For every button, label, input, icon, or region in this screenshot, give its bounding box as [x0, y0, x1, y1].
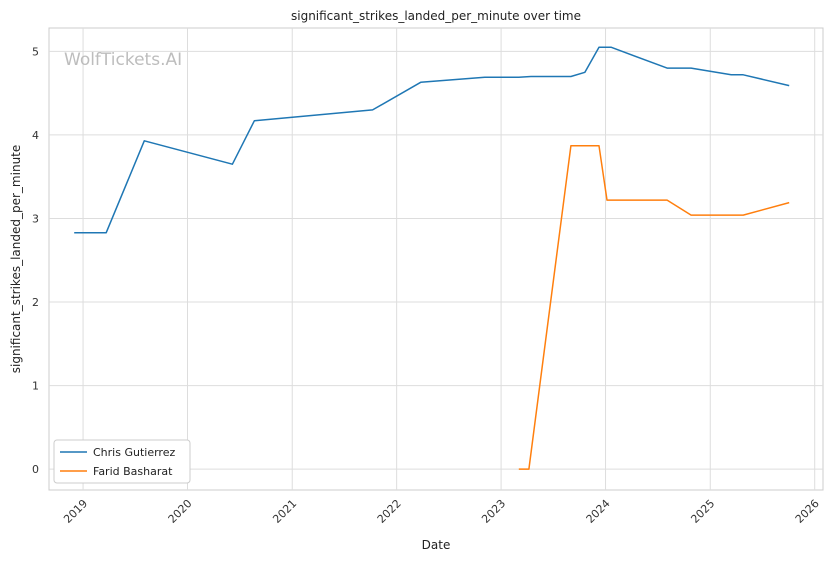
- x-tick-label: 2025: [688, 497, 717, 526]
- x-gridlines: [82, 28, 816, 490]
- legend: Chris Gutierrez Farid Basharat: [53, 439, 191, 484]
- legend-label-farid-basharat: Farid Basharat: [93, 465, 173, 478]
- chart-title: significant_strikes_landed_per_minute ov…: [291, 9, 581, 23]
- y-tick-label: 1: [32, 380, 39, 393]
- series-layer: [74, 46, 790, 470]
- x-tick-label: 2026: [793, 497, 822, 526]
- x-tick-label: 2021: [270, 497, 299, 526]
- y-gridlines: [49, 50, 823, 470]
- x-axis-title: Date: [422, 538, 451, 552]
- plot-background: [48, 27, 824, 491]
- series-line-chris-gutierrez: [74, 46, 790, 234]
- y-tick-label: 2: [32, 296, 39, 309]
- x-tick-label: 2022: [375, 497, 404, 526]
- legend-label-chris-gutierrez: Chris Gutierrez: [93, 446, 175, 459]
- x-tick-label: 2020: [166, 497, 195, 526]
- x-tick-label: 2023: [479, 497, 508, 526]
- y-axis-title: significant_strikes_landed_per_minute: [9, 145, 23, 374]
- y-tick-label: 4: [32, 129, 39, 142]
- y-tick-labels: 0 1 2 3 4 5: [32, 45, 39, 476]
- series-line-farid-basharat: [518, 145, 790, 470]
- x-tick-label: 2024: [584, 497, 613, 526]
- y-tick-label: 3: [32, 212, 39, 225]
- legend-box: [53, 439, 191, 484]
- y-tick-label: 5: [32, 45, 39, 58]
- x-tick-label: 2019: [61, 497, 90, 526]
- y-tick-label: 0: [32, 463, 39, 476]
- x-tick-labels: 2019 2020 2021 2022 2023 2024 2025 2026: [61, 497, 822, 526]
- watermark: WolfTickets.AI: [64, 50, 182, 70]
